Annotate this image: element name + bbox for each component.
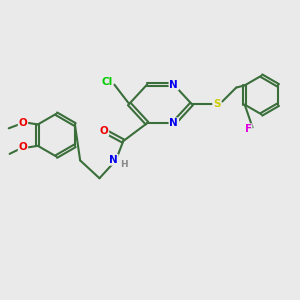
Text: O: O <box>100 126 108 136</box>
Text: H: H <box>120 160 128 169</box>
Text: N: N <box>109 155 118 165</box>
Text: O: O <box>19 142 27 152</box>
Text: O: O <box>19 118 27 128</box>
Text: N: N <box>169 80 178 90</box>
Text: S: S <box>213 99 220 109</box>
Text: F: F <box>244 124 252 134</box>
Text: Cl: Cl <box>101 76 112 87</box>
Text: N: N <box>169 118 178 128</box>
